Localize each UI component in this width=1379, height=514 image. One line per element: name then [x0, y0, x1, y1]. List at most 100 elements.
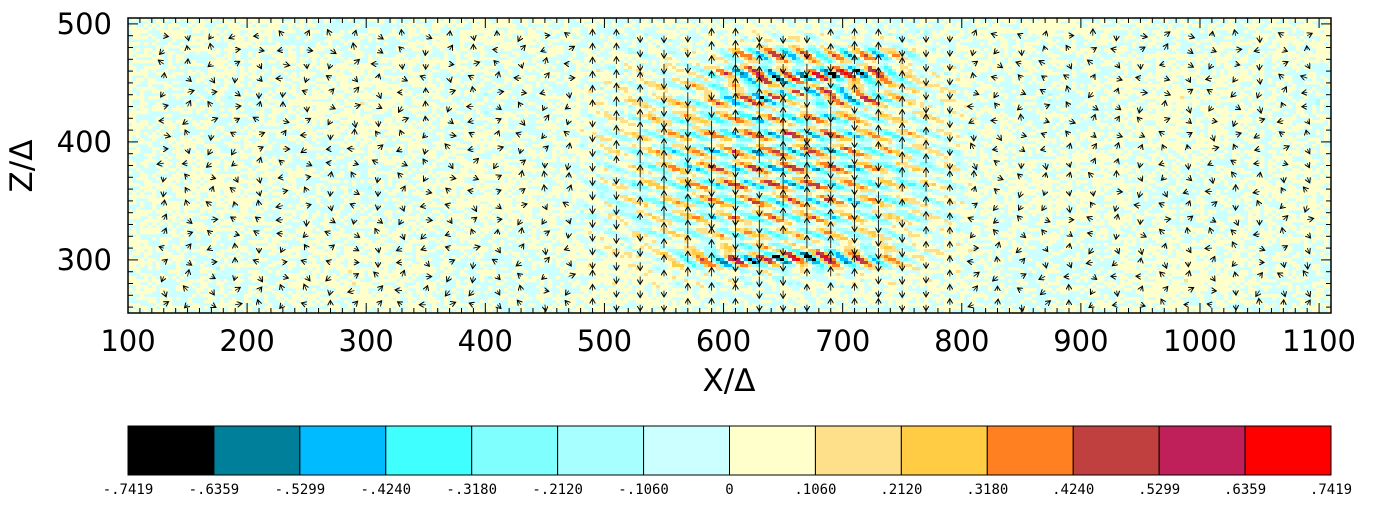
contour-cell: [148, 60, 153, 64]
contour-cell: [1264, 99, 1269, 103]
contour-cell: [1252, 81, 1257, 85]
contour-cell: [924, 30, 929, 34]
contour-cell: [768, 75, 773, 79]
contour-cell: [1148, 96, 1153, 100]
contour-cell: [1012, 21, 1017, 25]
contour-cell: [676, 105, 681, 109]
contour-cell: [1104, 48, 1109, 52]
contour-cell: [300, 99, 305, 103]
contour-cell: [864, 96, 869, 100]
contour-cell: [1144, 39, 1149, 43]
contour-cell: [1172, 45, 1177, 49]
contour-cell: [1224, 84, 1229, 88]
contour-cell: [1320, 51, 1325, 55]
contour-cell: [1224, 27, 1229, 31]
contour-cell: [1060, 27, 1065, 31]
contour-cell: [904, 90, 909, 94]
contour-cell: [1172, 90, 1177, 94]
contour-cell: [636, 54, 641, 58]
contour-cell: [456, 81, 461, 85]
contour-cell: [724, 27, 729, 31]
contour-cell: [1232, 51, 1237, 55]
contour-cell: [916, 81, 921, 85]
contour-cell: [632, 60, 637, 64]
contour-cell: [316, 84, 321, 88]
contour-cell: [1072, 30, 1077, 34]
contour-cell: [1028, 45, 1033, 49]
contour-cell: [1088, 84, 1093, 88]
contour-cell: [696, 21, 701, 25]
contour-cell: [700, 69, 705, 73]
contour-cell: [1052, 84, 1057, 88]
contour-cell: [956, 60, 961, 64]
contour-cell: [396, 99, 401, 103]
contour-cell: [412, 48, 417, 52]
contour-cell: [852, 75, 857, 79]
contour-cell: [1312, 78, 1317, 82]
contour-cell: [392, 21, 397, 25]
contour-cell: [132, 60, 137, 64]
contour-cell: [740, 87, 745, 91]
contour-cell: [928, 93, 933, 97]
contour-cell: [472, 18, 477, 22]
contour-cell: [860, 96, 865, 100]
contour-cell: [928, 81, 933, 85]
contour-cell: [520, 33, 525, 37]
contour-cell: [1120, 27, 1125, 31]
contour-cell: [212, 36, 217, 40]
contour-cell: [296, 78, 301, 82]
contour-cell: [1132, 36, 1137, 40]
contour-cell: [844, 63, 849, 67]
contour-cell: [804, 57, 809, 61]
contour-cell: [956, 48, 961, 52]
contour-cell: [312, 90, 317, 94]
contour-cell: [212, 27, 217, 31]
contour-cell: [356, 48, 361, 52]
contour-cell: [356, 93, 361, 97]
contour-cell: [1024, 66, 1029, 70]
contour-cell: [800, 36, 805, 40]
contour-cell: [576, 30, 581, 34]
contour-cell: [608, 78, 613, 82]
contour-cell: [1104, 33, 1109, 37]
contour-cell: [1068, 27, 1073, 31]
contour-cell: [1048, 36, 1053, 40]
contour-cell: [340, 30, 345, 34]
contour-cell: [200, 72, 205, 76]
contour-cell: [608, 105, 613, 109]
contour-cell: [744, 93, 749, 97]
contour-cell: [1180, 90, 1185, 94]
contour-cell: [1304, 30, 1309, 34]
contour-cell: [604, 45, 609, 49]
contour-cell: [840, 54, 845, 58]
contour-cell: [536, 54, 541, 58]
contour-cell: [812, 102, 817, 106]
contour-cell: [256, 24, 261, 28]
contour-cell: [512, 63, 517, 67]
contour-cell: [852, 33, 857, 37]
contour-cell: [780, 99, 785, 103]
contour-cell: [936, 54, 941, 58]
contour-cell: [132, 69, 137, 73]
contour-cell: [740, 102, 745, 106]
contour-cell: [932, 57, 937, 61]
contour-cell: [1064, 24, 1069, 28]
contour-cell: [252, 57, 257, 61]
contour-cell: [728, 39, 733, 43]
contour-cell: [528, 66, 533, 70]
contour-cell: [656, 39, 661, 43]
contour-cell: [824, 102, 829, 106]
contour-cell: [416, 24, 421, 28]
contour-cell: [248, 18, 253, 22]
contour-cell: [824, 81, 829, 85]
contour-cell: [1196, 24, 1201, 28]
contour-cell: [144, 18, 149, 22]
contour-cell: [1308, 24, 1313, 28]
contour-cell: [788, 60, 793, 64]
contour-cell: [340, 87, 345, 91]
contour-cell: [788, 75, 793, 79]
contour-cell: [320, 78, 325, 82]
contour-cell: [1224, 45, 1229, 49]
contour-cell: [864, 63, 869, 67]
contour-cell: [1024, 63, 1029, 67]
